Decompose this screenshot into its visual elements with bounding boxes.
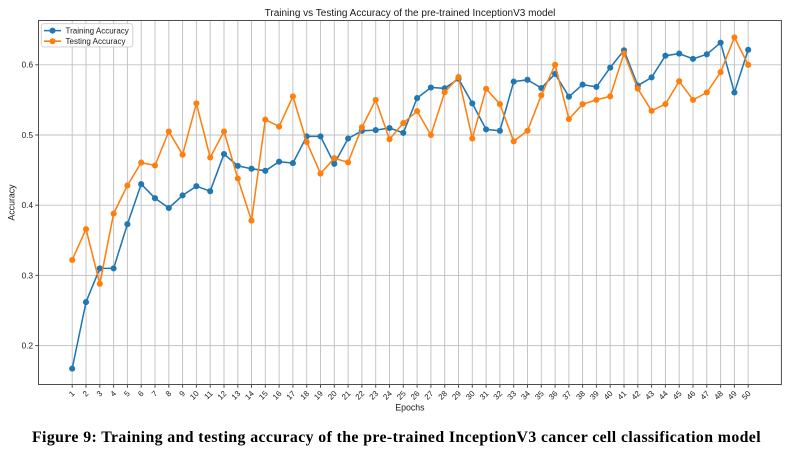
svg-text:0.3: 0.3: [22, 271, 34, 280]
svg-text:Testing Accuracy: Testing Accuracy: [66, 37, 126, 46]
svg-text:Training vs Testing Accuracy o: Training vs Testing Accuracy of the pre-…: [265, 8, 556, 19]
svg-text:0.2: 0.2: [22, 342, 34, 351]
svg-text:7: 7: [150, 389, 159, 398]
svg-text:1: 1: [67, 389, 76, 398]
svg-text:0.4: 0.4: [22, 201, 34, 210]
svg-text:3: 3: [95, 389, 105, 399]
svg-text:4: 4: [109, 389, 119, 399]
svg-text:Training Accuracy: Training Accuracy: [66, 26, 129, 35]
svg-text:Epochs: Epochs: [395, 403, 425, 413]
svg-text:2: 2: [81, 389, 90, 398]
svg-text:6: 6: [136, 389, 146, 399]
svg-text:8: 8: [164, 389, 174, 399]
svg-text:0.6: 0.6: [22, 61, 34, 70]
svg-text:Accuracy: Accuracy: [7, 184, 17, 221]
svg-text:5: 5: [122, 389, 132, 399]
svg-text:9: 9: [178, 389, 188, 399]
svg-text:0.5: 0.5: [22, 131, 34, 140]
